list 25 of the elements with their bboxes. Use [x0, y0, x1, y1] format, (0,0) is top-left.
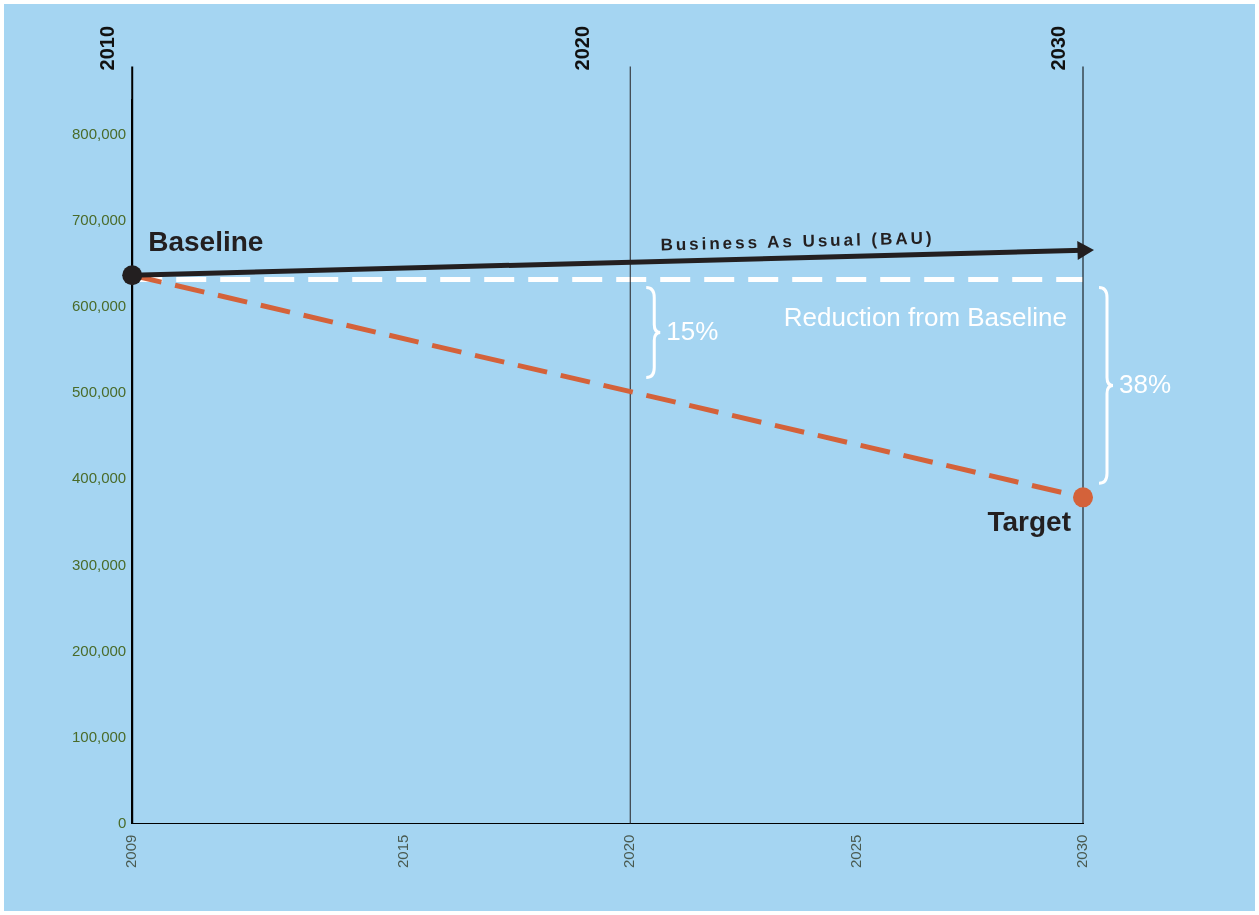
y-tick-label: 100,000 — [71, 727, 127, 745]
x2-tick-label: 2030 — [1046, 25, 1069, 71]
series-label: Business As Usual (BAU) — [660, 228, 935, 255]
series-label: Baseline — [148, 225, 264, 257]
y-tick-label: 500,000 — [71, 383, 127, 401]
text: 38% — [1119, 368, 1172, 399]
y-tick-label: 200,000 — [71, 641, 127, 659]
x2-tick-label: 2010 — [95, 25, 118, 71]
series-label: Target — [987, 506, 1071, 538]
y-tick-label: 400,000 — [71, 469, 127, 487]
x-tick-label: 2020 — [620, 834, 638, 869]
y-tick-label: 300,000 — [71, 555, 127, 573]
y-tick-label: 700,000 — [71, 211, 127, 229]
x-tick-label: 2009 — [122, 834, 140, 869]
y-tick-label: 800,000 — [71, 125, 127, 143]
ref-line-label: Reduction from Baseline — [783, 301, 1067, 332]
x-tick-label: 2030 — [1073, 834, 1091, 869]
x2-tick-label: 2020 — [571, 25, 594, 71]
point — [122, 265, 143, 286]
y-tick-label: 600,000 — [71, 297, 127, 315]
y-tick-label: 0 — [117, 813, 127, 831]
x-tick-label: 2025 — [846, 834, 864, 869]
x-tick-label: 2015 — [394, 834, 412, 869]
annotation: 15% — [666, 315, 719, 346]
point — [1073, 487, 1093, 508]
